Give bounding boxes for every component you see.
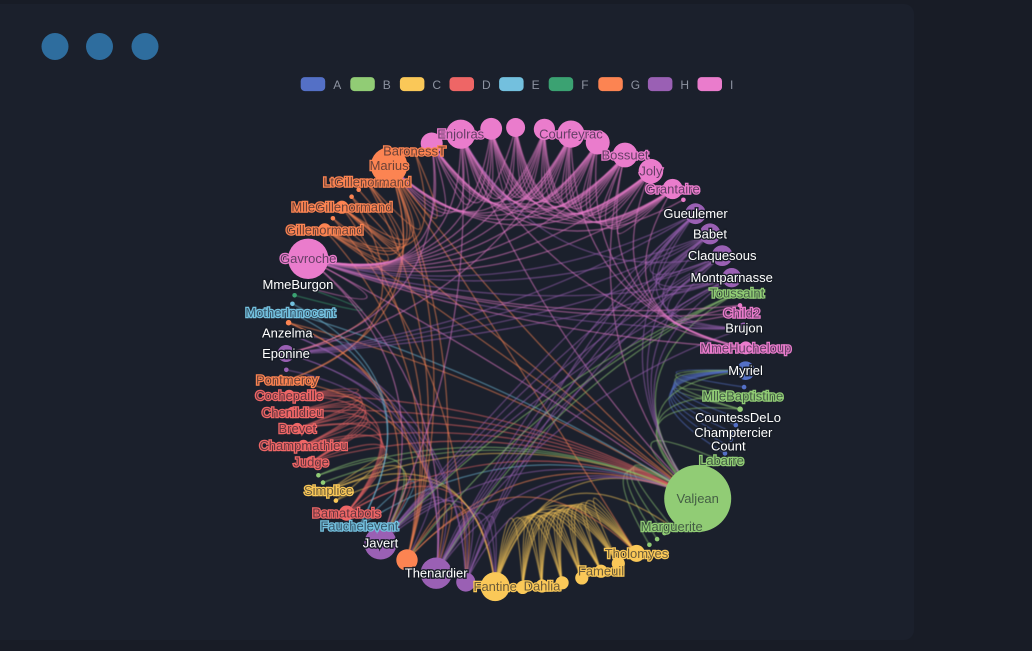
svg-text:Grantaire: Grantaire	[645, 181, 699, 196]
svg-text:Brevet: Brevet	[279, 421, 317, 436]
svg-text:MmeHucheloup: MmeHucheloup	[700, 340, 791, 355]
svg-text:Eponine: Eponine	[262, 346, 310, 361]
svg-text:Fameuil: Fameuil	[578, 564, 624, 579]
svg-text:Fantine: Fantine	[474, 579, 517, 594]
svg-text:H: H	[680, 78, 689, 92]
svg-text:Enjolras: Enjolras	[437, 127, 484, 142]
svg-text:Pontmercy: Pontmercy	[256, 373, 319, 388]
svg-text:Bossuet: Bossuet	[602, 147, 649, 162]
svg-text:C: C	[432, 78, 441, 92]
svg-text:Labarre: Labarre	[699, 453, 744, 468]
svg-text:Champmathieu: Champmathieu	[259, 438, 347, 453]
svg-text:MmeBurgon: MmeBurgon	[262, 277, 333, 292]
svg-text:Chenildieu: Chenildieu	[262, 405, 323, 420]
svg-text:Toussaint: Toussaint	[709, 285, 764, 300]
svg-text:Gavroche: Gavroche	[280, 251, 336, 266]
svg-text:Montparnasse: Montparnasse	[691, 270, 773, 285]
svg-text:Tholomyes: Tholomyes	[605, 546, 669, 561]
svg-text:I: I	[730, 78, 733, 92]
svg-text:MotherInnocent: MotherInnocent	[245, 305, 336, 320]
svg-text:Babet: Babet	[693, 226, 727, 241]
svg-text:Fauchelevent: Fauchelevent	[320, 518, 398, 533]
svg-text:Marguerite: Marguerite	[641, 519, 703, 534]
svg-text:A: A	[333, 78, 341, 92]
svg-text:Myriel: Myriel	[728, 363, 763, 378]
svg-text:Count: Count	[711, 438, 746, 453]
svg-text:BaronessT: BaronessT	[383, 144, 446, 159]
svg-text:B: B	[383, 78, 391, 92]
svg-text:Judge: Judge	[293, 454, 328, 469]
svg-text:Valjean: Valjean	[676, 491, 718, 506]
svg-text:Brujon: Brujon	[725, 321, 763, 336]
svg-text:Cochepaille: Cochepaille	[255, 388, 323, 403]
svg-text:Thenardier: Thenardier	[405, 566, 469, 581]
svg-text:MlleBaptistine: MlleBaptistine	[702, 388, 783, 403]
svg-text:Anzelma: Anzelma	[262, 326, 313, 341]
svg-text:Champtercier: Champtercier	[694, 425, 773, 440]
svg-text:Bamatabois: Bamatabois	[312, 506, 381, 521]
svg-text:Gueulemer: Gueulemer	[663, 206, 728, 221]
svg-text:G: G	[631, 78, 640, 92]
svg-text:Gillenormand: Gillenormand	[286, 222, 363, 237]
svg-text:CountessDeLo: CountessDeLo	[695, 410, 781, 425]
svg-text:Courfeyrac: Courfeyrac	[539, 127, 603, 142]
svg-text:Claquesous: Claquesous	[688, 248, 757, 263]
svg-text:Javert: Javert	[363, 536, 399, 551]
svg-text:F: F	[581, 78, 588, 92]
svg-text:Dahlia: Dahlia	[524, 578, 562, 593]
svg-text:Joly: Joly	[639, 164, 663, 179]
svg-text:Child2: Child2	[723, 306, 760, 321]
svg-text:MlleGillenormand: MlleGillenormand	[291, 200, 392, 215]
svg-text:Simplice: Simplice	[304, 483, 353, 498]
svg-text:LtGillenormand: LtGillenormand	[323, 175, 411, 190]
svg-text:D: D	[482, 78, 491, 92]
svg-text:Marius: Marius	[370, 158, 410, 173]
svg-text:E: E	[532, 78, 540, 92]
